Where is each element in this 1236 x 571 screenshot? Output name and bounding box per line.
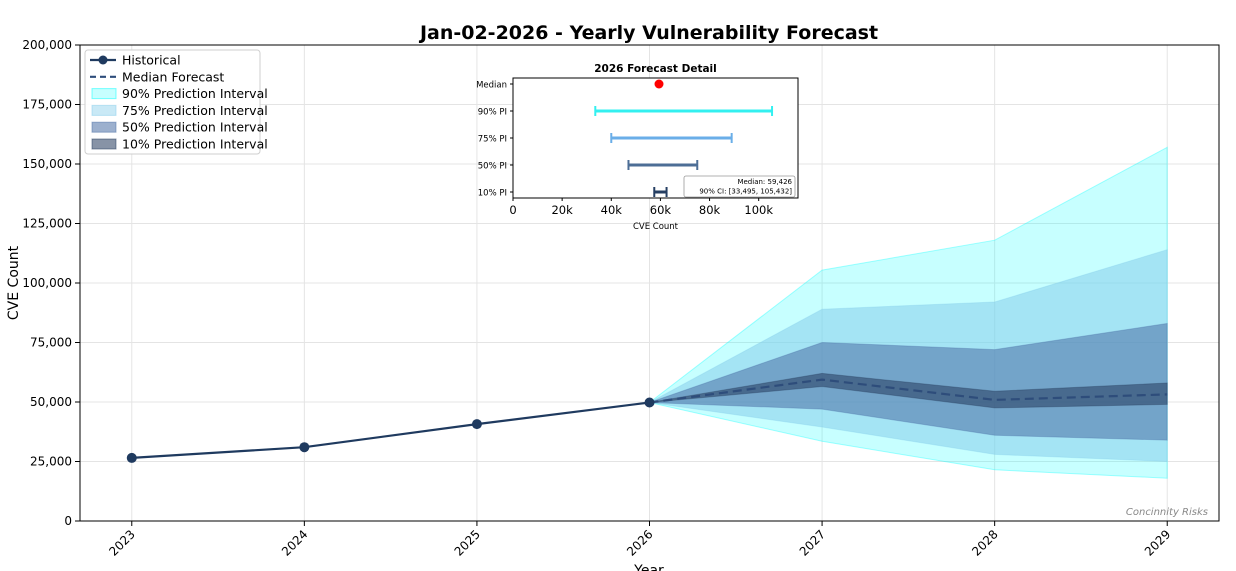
legend-label: 50% Prediction Interval [122, 120, 268, 135]
legend-label: Median Forecast [122, 69, 224, 84]
x-tick-label: 2027 [797, 527, 828, 558]
y-tick-label: 50,000 [30, 395, 72, 409]
x-tick-label: 2023 [106, 527, 137, 558]
grid [80, 44, 1219, 522]
band-10-pi [649, 372, 1168, 409]
inset-annotation-ci: 90% CI: [33,495, 105,432] [699, 188, 792, 196]
inset-title: 2026 Forecast Detail [594, 63, 717, 75]
legend-swatch-pi50 [91, 121, 117, 133]
inset-annotation-median: Median: 59,426 [737, 178, 792, 186]
inset-x-tick-label: 20k [551, 203, 573, 217]
inset-x-tick-label: 60k [650, 203, 672, 217]
inset-row-label: 10% PI [478, 189, 507, 199]
prediction-bands [647, 146, 1168, 479]
inset-x-tick-label: 0 [509, 203, 516, 217]
inset-x-tick-label: 40k [601, 203, 623, 217]
median-forecast-line [649, 378, 1168, 404]
legend-marker-historical [98, 55, 108, 65]
watermark: Concinnity Risks [1126, 507, 1208, 518]
y-tick-label: 175,000 [22, 98, 72, 112]
historical-point [471, 419, 482, 430]
legend-label: 10% Prediction Interval [122, 137, 268, 152]
y-tick-label: 150,000 [22, 157, 72, 171]
band-50-pi [649, 322, 1168, 441]
inset-chart: 2026 Forecast Detail Median 90% PI 75% PI 50… [476, 63, 799, 232]
inset-row-label: 75% PI [478, 135, 507, 145]
legend-swatch-pi75 [91, 104, 117, 116]
series-lines [126, 378, 1168, 463]
y-tick-label: 0 [64, 514, 72, 528]
x-axis-label: Year [633, 563, 664, 571]
inset-x-tick-label: 80k [699, 203, 721, 217]
inset-annotation-box [683, 175, 796, 198]
legend-swatch-pi10 [91, 138, 117, 150]
y-tick-label: 125,000 [22, 217, 72, 231]
chart-title: Jan-02-2026 - Yearly Vulnerability Forec… [418, 22, 878, 44]
legend-swatch-pi90 [91, 88, 117, 100]
historical-line [131, 401, 650, 459]
x-tick-label: 2025 [452, 527, 483, 558]
y-axis-label: CVE Count [6, 245, 22, 320]
legend-label: 75% Prediction Interval [122, 103, 268, 118]
x-tick-label: 2028 [969, 527, 1000, 558]
legend-label: Historical [122, 53, 181, 68]
inset-median-point [654, 79, 664, 89]
legend-label: 90% Prediction Interval [122, 86, 268, 101]
y-tick-label: 25,000 [30, 455, 72, 469]
inset-row-label: 50% PI [478, 162, 507, 172]
x-tick-label: 2029 [1142, 527, 1173, 558]
inset-row-label: 90% PI [478, 108, 507, 118]
y-tick-label: 200,000 [22, 38, 72, 52]
y-tick-label: 75,000 [30, 336, 72, 350]
legend-box [84, 49, 261, 155]
inset-x-label: CVE Count [633, 222, 679, 232]
historical-point [644, 397, 655, 408]
x-tick-label: 2024 [279, 527, 310, 558]
y-tick-label: 100,000 [22, 276, 72, 290]
inset-row-label: Median [476, 81, 507, 91]
inset-x-tick-label: 100k [744, 203, 773, 217]
x-tick-label: 2026 [624, 527, 655, 558]
historical-point [126, 452, 137, 463]
historical-point [299, 442, 310, 453]
